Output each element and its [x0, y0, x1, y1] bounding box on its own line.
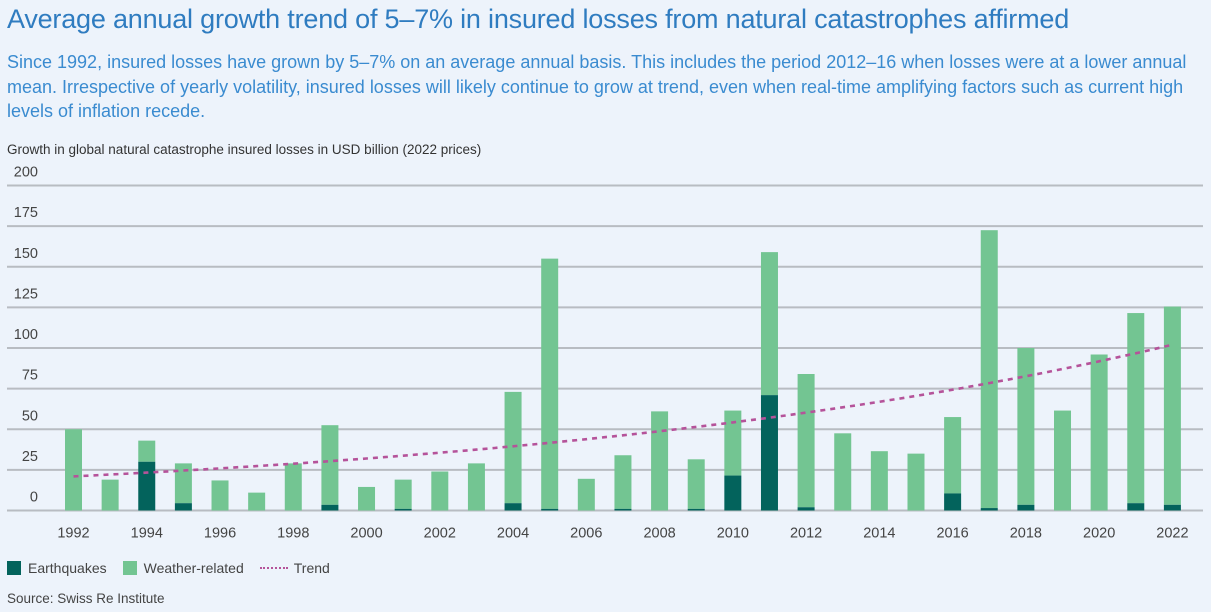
bar-weather-1996: [211, 480, 229, 511]
bar-earthquakes-1994: [138, 461, 156, 511]
bar-weather-2011: [760, 252, 778, 396]
x-tick-label: 1996: [204, 526, 236, 542]
bar-earthquakes-2012: [797, 507, 815, 511]
bar-earthquakes-2021: [1127, 503, 1145, 511]
chart-title: Average annual growth trend of 5–7% in i…: [7, 4, 1070, 34]
bar-weather-1997: [248, 492, 266, 511]
legend-label-trend: Trend: [293, 560, 330, 576]
bar-earthquakes-2004: [504, 503, 522, 511]
bar-weather-2020: [1090, 354, 1108, 511]
x-tick-label: 2006: [570, 526, 602, 542]
x-tick-label: 2016: [936, 526, 968, 542]
y-tick-label: 175: [14, 205, 38, 221]
y-tick-label: 125: [14, 286, 38, 302]
bar-weather-1998: [284, 463, 302, 511]
bar-earthquakes-2009: [687, 508, 705, 511]
bar-earthquakes-2018: [1017, 504, 1035, 511]
bar-earthquakes-2001: [394, 508, 412, 511]
bar-earthquakes-2010: [724, 475, 742, 511]
bar-weather-1993: [101, 479, 119, 511]
trend-swatch: [259, 567, 288, 569]
bar-weather-2015: [907, 453, 925, 511]
bar-weather-2005: [541, 258, 559, 509]
x-tick-label: 2002: [424, 526, 456, 542]
x-tick-label: 2014: [863, 526, 895, 542]
bar-earthquakes-1995: [174, 503, 192, 511]
x-axis-ticks: 1992 1994 1996 1998 2000 2002 2004 2006 2008 2010…: [57, 526, 1188, 542]
bar-weather-2019: [1054, 410, 1072, 511]
chart-subtitle: Since 1992, insured losses have grown by…: [7, 52, 1187, 121]
bar-earthquakes-2016: [944, 493, 962, 511]
bar-weather-2013: [834, 433, 852, 511]
y-axis-ticks: 0 25 50 75 100 125 150 175 200: [14, 165, 38, 506]
bar-chart: 0 25 50 75 100 125 150 175 200 1992 1994 1996 1998 2…: [7, 165, 1203, 542]
bar-weather-2007: [614, 455, 632, 509]
bar-weather-1992: [65, 429, 82, 511]
bar-weather-2009: [687, 459, 705, 509]
bar-weather-1995: [174, 463, 192, 504]
y-tick-label: 50: [22, 408, 38, 424]
bar-weather-2014: [870, 451, 888, 511]
x-tick-label: 1994: [131, 526, 163, 542]
weather-swatch: [122, 561, 137, 575]
trend-line-group: [73, 343, 1173, 478]
bar-weather-2021: [1127, 313, 1145, 504]
bar-weather-2003: [467, 463, 485, 511]
bars: [65, 230, 1181, 511]
legend-label-weather: Weather-related: [143, 560, 244, 576]
source-note: Source: Swiss Re Institute: [7, 591, 165, 606]
x-tick-label: 2022: [1156, 526, 1188, 542]
earthquakes-swatch: [7, 561, 21, 575]
legend: Earthquakes Weather-related Trend: [7, 560, 346, 576]
bar-earthquakes-2022: [1163, 504, 1181, 511]
legend-label-earthquakes: Earthquakes: [28, 560, 107, 576]
bar-weather-2018: [1017, 348, 1035, 505]
y-tick-label: 200: [14, 165, 38, 181]
bar-weather-1999: [321, 425, 339, 505]
x-tick-label: 2018: [1010, 526, 1042, 542]
y-tick-label: 75: [22, 368, 38, 384]
bar-weather-1994: [138, 440, 156, 462]
bar-weather-2012: [797, 374, 815, 508]
y-tick-label: 0: [30, 490, 38, 506]
bar-weather-2008: [651, 411, 669, 511]
x-tick-label: 2000: [350, 526, 382, 542]
x-tick-label: 2020: [1083, 526, 1115, 542]
bar-weather-2010: [724, 410, 742, 476]
y-tick-label: 150: [14, 246, 38, 262]
x-tick-label: 2004: [497, 526, 529, 542]
y-tick-label: 25: [22, 449, 38, 465]
x-tick-label: 2008: [643, 526, 675, 542]
bar-weather-2000: [358, 486, 376, 511]
bar-earthquakes-2007: [614, 508, 632, 511]
x-tick-label: 1992: [57, 526, 89, 542]
y-tick-label: 100: [14, 327, 38, 343]
bar-earthquakes-2011: [760, 395, 778, 511]
x-tick-label: 2010: [717, 526, 749, 542]
bar-weather-2022: [1163, 306, 1181, 505]
bar-weather-2001: [394, 479, 412, 509]
trend-line: [73, 343, 1173, 478]
legend-item-earthquakes: Earthquakes: [7, 560, 107, 576]
bar-earthquakes-2017: [980, 508, 998, 511]
bar-weather-2006: [577, 478, 595, 511]
bar-weather-2016: [944, 417, 962, 494]
bar-earthquakes-1999: [321, 504, 339, 511]
x-tick-label: 1998: [277, 526, 309, 542]
y-axis-label: Growth in global natural catastrophe ins…: [7, 142, 482, 157]
x-tick-label: 2012: [790, 526, 822, 542]
bar-earthquakes-2005: [541, 508, 559, 511]
bar-weather-2002: [431, 471, 449, 511]
legend-item-weather: Weather-related: [122, 560, 244, 576]
legend-item-trend: Trend: [259, 560, 330, 576]
bar-weather-2017: [980, 230, 998, 509]
